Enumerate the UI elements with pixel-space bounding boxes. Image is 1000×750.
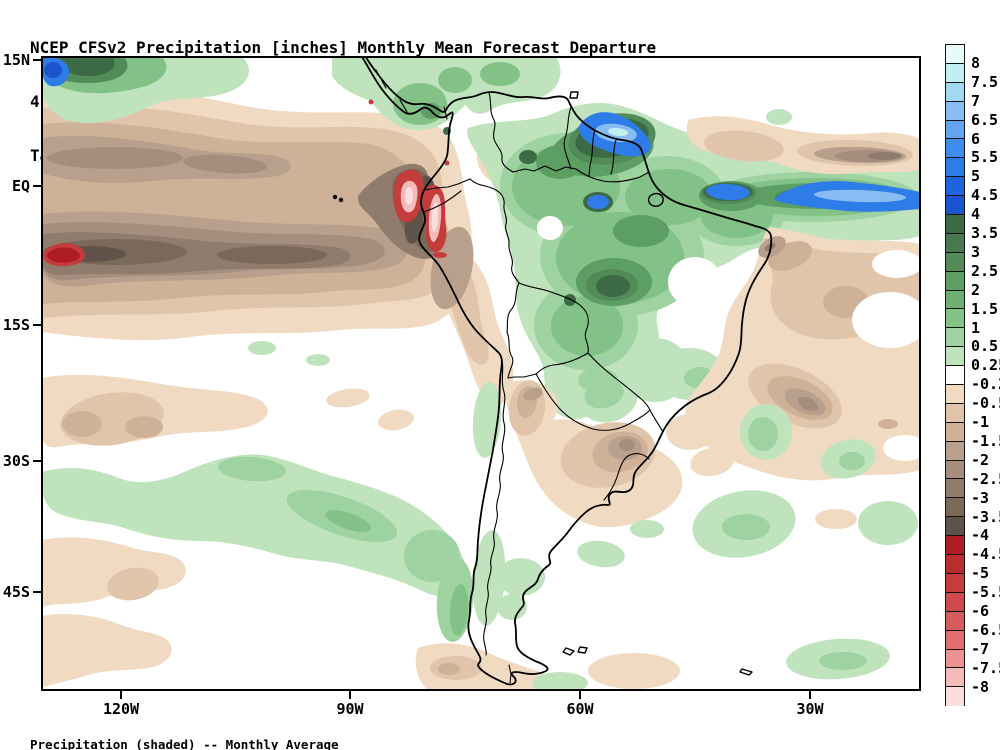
legend-color-cell: [946, 498, 964, 518]
legend-value-label: -6: [971, 602, 990, 620]
footer-captions: Precipitation (shaded) -- Monthly Averag…: [30, 705, 497, 750]
legend-value-label: -0.25: [971, 375, 1000, 394]
legend-color-cell: [946, 215, 964, 234]
legend-value-label: 0.25: [971, 356, 1000, 375]
caption-line-1: Precipitation (shaded) -- Monthly Averag…: [30, 737, 339, 750]
legend-value-label: 1: [971, 318, 981, 337]
legend-color-cell: [946, 687, 964, 707]
legend-color-cell: [946, 573, 964, 593]
legend-value-label: 7: [971, 91, 981, 110]
colorbar: [945, 44, 965, 707]
lat-tick-label: 30S: [2, 452, 30, 470]
legend-color-cell: [946, 630, 964, 650]
legend-value-label: -3: [971, 488, 990, 507]
islands: [332, 91, 753, 676]
legend-color-cell: [946, 536, 964, 556]
legend-color-cell: [946, 422, 964, 442]
legend-value-label: 3.5: [971, 224, 999, 242]
legend-color-cell: [946, 177, 964, 197]
legend-value-label: -6.5: [971, 620, 1000, 639]
legend-color-cell: [946, 328, 964, 348]
legend-color-cell: [946, 196, 964, 216]
legend-value-label: 2: [971, 280, 981, 299]
legend-value-label: 4: [971, 205, 981, 224]
legend-color-cell: [946, 517, 964, 537]
legend-color-cell: [946, 366, 964, 386]
legend-value-label: -3.5: [971, 507, 1000, 526]
legend-value-label: 1.5: [971, 299, 999, 318]
legend-color-cell: [946, 441, 964, 461]
legend-color-cell: [946, 290, 964, 310]
legend-color-cell: [946, 460, 964, 480]
legend-value-label: -8: [971, 677, 990, 696]
legend-value-label: -2.5: [971, 469, 1000, 488]
legend-value-label: -4.5: [971, 545, 1000, 564]
legend-value-label: 0.5: [971, 337, 999, 356]
precipitation-shading: [42, 57, 920, 690]
legend-color-cell: [946, 120, 964, 140]
lon-tick-label: 90W: [336, 700, 364, 718]
legend-color-cell: [946, 45, 964, 64]
legend-color-cell: [946, 611, 964, 631]
lon-tick-label: 60W: [566, 700, 594, 718]
legend-value-label: -5: [971, 564, 990, 583]
legend-value-label: 7.5: [971, 72, 999, 91]
legend-value-label: -1.5: [971, 431, 1000, 450]
legend-color-cell: [946, 252, 964, 272]
legend-color-cell: [946, 101, 964, 121]
legend-value-label: 6.5: [971, 110, 999, 129]
legend-color-cell: [946, 347, 964, 367]
legend-value-label: -0.5: [971, 394, 1000, 413]
legend-color-cell: [946, 309, 964, 329]
legend-value-label: 5: [971, 167, 981, 186]
legend-color-cell: [946, 649, 964, 669]
legend-color-cell: [946, 592, 964, 612]
legend-value-label: 2.5: [971, 261, 999, 280]
legend-color-cell: [946, 82, 964, 102]
legend-value-label: -7: [971, 639, 990, 658]
lat-tick-label: 45S: [2, 583, 30, 601]
legend-color-cell: [946, 479, 964, 499]
lon-tick-label: 120W: [102, 700, 140, 718]
legend-value-label: -4: [971, 526, 990, 545]
legend-color-cell: [946, 139, 964, 159]
legend-color-cell: [946, 555, 964, 574]
lat-tick-label: EQ: [11, 177, 30, 195]
country-borders: [375, 69, 664, 684]
legend-color-cell: [946, 63, 964, 83]
lat-tick-label: 15N: [2, 51, 30, 69]
legend-color-cell: [946, 271, 964, 291]
map-frame: [41, 56, 921, 691]
legend-value-label: 8: [971, 53, 981, 72]
legend-color-cell: [946, 403, 964, 423]
legend-color-cell: [946, 668, 964, 688]
axis-ticks: [33, 59, 811, 699]
legend-value-label: -5.5: [971, 583, 1000, 602]
legend-value-label: 6: [971, 129, 981, 148]
coastline: [361, 57, 773, 686]
legend-value-label: -2: [971, 450, 990, 469]
legend-value-label: -1: [971, 413, 990, 431]
legend-color-cell: [946, 233, 964, 253]
lat-tick-label: 15S: [2, 316, 30, 334]
legend-value-label: 5.5: [971, 148, 999, 167]
legend-value-label: -7.5: [971, 658, 1000, 677]
lon-tick-label: 30W: [796, 700, 824, 718]
title-line-1: NCEP CFSv2 Precipitation [inches] Monthl…: [30, 38, 657, 57]
legend-color-cell: [946, 385, 964, 404]
legend-color-cell: [946, 158, 964, 178]
legend-value-label: 4.5: [971, 186, 999, 205]
legend-value-label: 3: [971, 242, 981, 261]
